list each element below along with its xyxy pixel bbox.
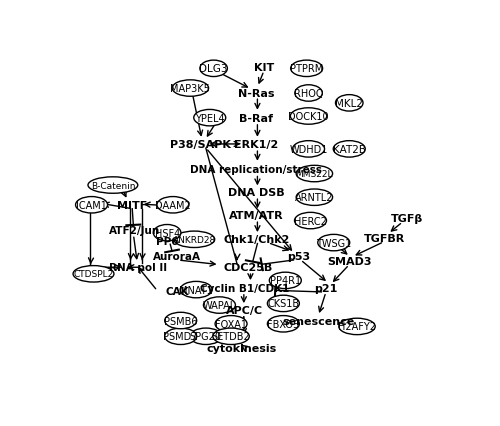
Text: p53: p53 [288, 251, 310, 261]
Text: MITF: MITF [117, 200, 148, 210]
Text: DNA replication/stress: DNA replication/stress [190, 164, 322, 174]
Text: APC/C: APC/C [226, 305, 263, 315]
Ellipse shape [270, 273, 302, 289]
Text: SPG20: SPG20 [190, 331, 222, 342]
Ellipse shape [157, 197, 189, 213]
Ellipse shape [294, 213, 326, 229]
Text: ANKRD28: ANKRD28 [172, 235, 216, 244]
Ellipse shape [174, 232, 214, 248]
Text: MKL2: MKL2 [335, 98, 363, 109]
Text: KAT2B: KAT2B [333, 144, 366, 155]
Ellipse shape [164, 313, 196, 329]
Text: DAAM2: DAAM2 [155, 200, 191, 210]
Text: PSMD7: PSMD7 [164, 331, 198, 342]
Text: cytokinesis: cytokinesis [206, 344, 276, 354]
Ellipse shape [200, 61, 228, 78]
Text: SMAD3: SMAD3 [327, 256, 372, 266]
Text: YPEL4: YPEL4 [195, 113, 224, 124]
Text: CAK: CAK [165, 286, 188, 296]
Ellipse shape [88, 177, 138, 194]
Text: DNA DSB: DNA DSB [228, 188, 284, 198]
Ellipse shape [194, 110, 226, 127]
Ellipse shape [296, 190, 333, 206]
Ellipse shape [76, 197, 108, 213]
Text: RHOQ: RHOQ [294, 89, 324, 99]
Text: WDHD1: WDHD1 [290, 144, 328, 155]
Text: KIT: KIT [254, 63, 274, 72]
Text: PP6: PP6 [156, 236, 178, 246]
Text: ICAM1: ICAM1 [76, 200, 107, 210]
Text: PP4R1: PP4R1 [270, 276, 301, 286]
Ellipse shape [296, 166, 333, 182]
Text: SETDB2: SETDB2 [212, 331, 250, 342]
Ellipse shape [268, 316, 300, 332]
Text: ARNTL2: ARNTL2 [295, 193, 334, 203]
Text: FBXO5: FBXO5 [267, 319, 300, 329]
Text: FOXA1: FOXA1 [215, 319, 247, 329]
Text: PSMB6: PSMB6 [164, 316, 198, 326]
Text: Cyclin B1/CDK1: Cyclin B1/CDK1 [200, 283, 290, 293]
Ellipse shape [318, 235, 350, 251]
Ellipse shape [268, 296, 300, 312]
Text: H2AFY2: H2AFY2 [338, 322, 376, 332]
Ellipse shape [180, 282, 212, 298]
Text: TGFβ: TGFβ [391, 213, 424, 223]
Text: TWSG1: TWSG1 [316, 238, 352, 248]
Text: B-Catenin: B-Catenin [90, 181, 135, 190]
Text: Chk1/Chk2: Chk1/Chk2 [223, 235, 290, 245]
Ellipse shape [290, 61, 322, 78]
Text: AuroraA: AuroraA [153, 251, 201, 261]
Text: ATF2/Jun: ATF2/Jun [108, 225, 160, 236]
Ellipse shape [295, 86, 322, 102]
Text: HERC2: HERC2 [294, 216, 327, 226]
Ellipse shape [292, 141, 324, 158]
Text: PTPRM: PTPRM [290, 64, 323, 74]
Ellipse shape [172, 81, 208, 97]
Text: MNAT1: MNAT1 [180, 285, 213, 295]
Ellipse shape [215, 316, 247, 332]
Text: CTDSPL2: CTDSPL2 [74, 270, 114, 279]
Ellipse shape [73, 266, 114, 282]
Text: N-Ras: N-Ras [238, 89, 275, 99]
Text: ERK1/2: ERK1/2 [234, 140, 278, 150]
Text: CDC25B: CDC25B [224, 262, 273, 273]
Ellipse shape [190, 328, 222, 345]
Text: DOCK10: DOCK10 [288, 112, 329, 122]
Text: HSF4: HSF4 [154, 228, 180, 238]
Text: WAPAL: WAPAL [203, 300, 236, 310]
Ellipse shape [154, 225, 181, 242]
Text: MMS22L: MMS22L [296, 170, 333, 178]
Text: TGFBR: TGFBR [364, 233, 405, 243]
Text: MAP3K5: MAP3K5 [170, 84, 210, 94]
Text: p21: p21 [314, 283, 338, 293]
Ellipse shape [290, 109, 327, 125]
Text: CKS1B: CKS1B [268, 299, 300, 309]
Ellipse shape [334, 141, 365, 158]
Ellipse shape [204, 297, 236, 314]
Ellipse shape [164, 328, 196, 345]
Text: senescence: senescence [282, 316, 354, 326]
Text: ATM/ATR: ATM/ATR [229, 211, 283, 221]
Text: P38/SAPK: P38/SAPK [170, 140, 230, 150]
Ellipse shape [213, 328, 250, 345]
Text: RNA pol II: RNA pol II [109, 262, 167, 273]
Text: B-Raf: B-Raf [240, 113, 273, 124]
Ellipse shape [336, 95, 363, 112]
Text: DLG3: DLG3 [200, 64, 228, 74]
Ellipse shape [339, 319, 375, 335]
